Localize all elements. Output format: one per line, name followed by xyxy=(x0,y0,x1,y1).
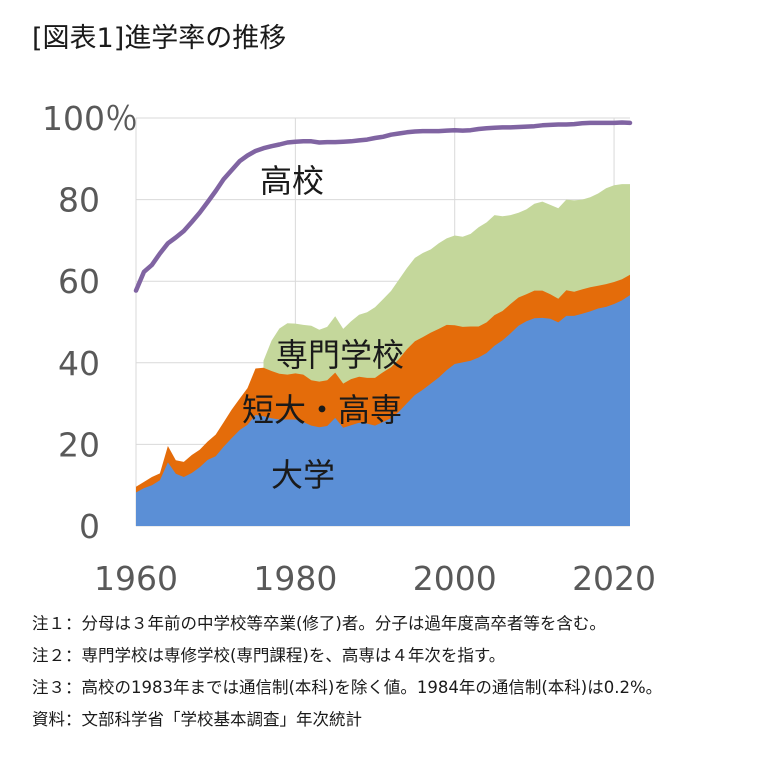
footnote-3: 注３：高校の1983年までは通信制(本科)を除く値。1984年の通信制(本科)は… xyxy=(32,678,663,697)
y-tick-label: 40 xyxy=(58,344,100,383)
area-series-group xyxy=(136,184,630,526)
x-tick-label: 1960 xyxy=(94,559,178,598)
footnotes: 注１：分母は３年前の中学校等卒業(修了)者。分子は過年度高卒者等を含む。 注２：… xyxy=(32,608,662,736)
footnote-2: 注２：専門学校は専修学校(専門課程)を、高専は４年次を指す。 xyxy=(32,646,506,665)
x-tick-label: 1980 xyxy=(253,559,337,598)
series-label-senmon: 専門学校 xyxy=(276,336,404,374)
y-tick-label: 60 xyxy=(58,262,100,301)
area-daigaku xyxy=(136,295,630,526)
footnote-1: 注１：分母は３年前の中学校等卒業(修了)者。分子は過年度高卒者等を含む。 xyxy=(32,614,606,633)
x-tick-label: 2020 xyxy=(572,559,656,598)
figure-title: [図表1]進学率の推移 xyxy=(32,23,287,54)
area-chart: 0 20 40 60 80 100％ 1960 1980 2000 2020 高校 専門学校 短大… xyxy=(42,99,656,598)
series-label-daigaku: 大学 xyxy=(271,456,335,494)
series-label-tandai: 短大・高専 xyxy=(242,391,402,429)
axes: 0 20 40 60 80 100％ 1960 1980 2000 2020 xyxy=(42,99,656,598)
line-koukou xyxy=(133,120,633,293)
y-tick-label: 100％ xyxy=(42,99,138,138)
y-tick-label: 20 xyxy=(58,425,100,464)
y-tick-label: 80 xyxy=(58,181,100,220)
x-tick-label: 2000 xyxy=(413,559,497,598)
source-note: 資料：文部科学省「学校基本調査」年次統計 xyxy=(32,710,362,729)
y-tick-label: 0 xyxy=(79,507,100,546)
series-label-koukou: 高校 xyxy=(260,162,324,200)
line-series-group xyxy=(133,120,633,293)
